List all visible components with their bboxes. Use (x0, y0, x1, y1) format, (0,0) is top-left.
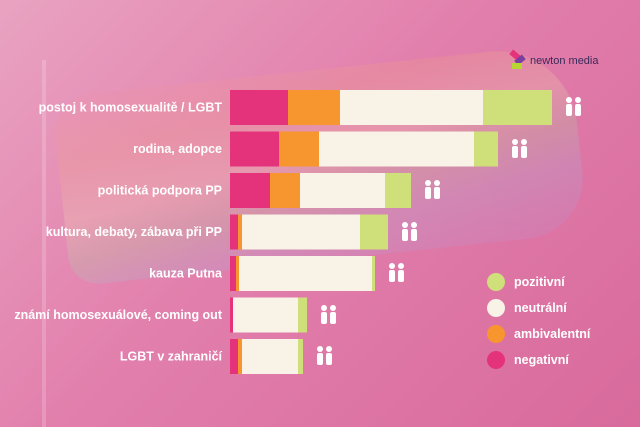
chart-legend: pozitivní neutrální ambivalentní negativ… (487, 270, 590, 374)
person-portrait-icon (383, 260, 409, 286)
category-label: politická podpora PP (98, 184, 222, 198)
legend-item-ambivalentni: ambivalentní (487, 322, 590, 346)
bar-segment-pozitivní (385, 173, 411, 208)
flag-pole (42, 60, 46, 427)
category-label: kauza Putna (149, 267, 223, 281)
newton-media-logo: newton media (509, 49, 599, 70)
logo-text: newton media (530, 55, 599, 67)
globe-person-icon (311, 343, 337, 369)
bar-segment-neutrální (300, 173, 385, 208)
bar-segment-pozitivní (298, 297, 307, 333)
category-label: kultura, debaty, zábava při PP (46, 225, 222, 239)
bar-segment-negativní (230, 131, 279, 167)
megaphone-person-icon (315, 302, 341, 328)
legend-item-pozitivni: pozitivní (487, 270, 590, 294)
couple-icon (560, 94, 586, 120)
legend-swatch-pozitivni (487, 273, 505, 291)
bar-segment-ambivalentní (270, 173, 300, 208)
bar-segment-neutrální (239, 256, 372, 291)
legend-label-ambivalentni: ambivalentní (514, 327, 591, 341)
bar-segment-ambivalentní (238, 339, 242, 374)
bar-segment-neutrální (340, 90, 483, 125)
bar-segment-ambivalentní (288, 90, 340, 125)
bar-segment-neutrální (242, 339, 298, 374)
family-icon (506, 136, 532, 162)
bar-segment-pozitivní (298, 339, 303, 374)
category-label: známí homosexuálové, coming out (14, 308, 223, 322)
bar-segment-negativní (230, 297, 233, 333)
newton-logo-mark-icon (509, 49, 526, 70)
bar-segment-pozitivní (372, 256, 375, 291)
bar-segment-neutrální (233, 297, 298, 333)
bar-segment-neutrální (319, 131, 474, 167)
legend-item-negativni: negativní (487, 348, 590, 372)
bar-segment-pozitivní (360, 214, 388, 250)
legend-item-neutralni: neutrální (487, 296, 590, 320)
category-label: postoj k homosexualitě / LGBT (39, 101, 223, 115)
legend-label-neutralni: neutrální (514, 301, 567, 315)
legend-swatch-ambivalentni (487, 325, 505, 343)
bar-segment-negativní (230, 90, 288, 125)
bar-segment-negativní (230, 173, 270, 208)
bar-segment-negativní (230, 339, 238, 374)
bar-segment-pozitivní (474, 131, 498, 167)
bar-segment-negativní (230, 214, 238, 250)
category-label: LGBT v zahraničí (120, 350, 223, 364)
bar-segment-ambivalentní (279, 131, 319, 167)
legend-swatch-negativni (487, 351, 505, 369)
bar-segment-pozitivní (483, 90, 552, 125)
protest-signs-icon (419, 177, 445, 203)
bar-segment-negativní (230, 256, 236, 291)
legend-label-pozitivni: pozitivní (514, 275, 565, 289)
music-speaker-icon (396, 219, 422, 245)
legend-label-negativni: negativní (514, 353, 569, 367)
bar-segment-ambivalentní (238, 214, 242, 250)
bar-segment-ambivalentní (236, 256, 239, 291)
legend-swatch-neutralni (487, 299, 505, 317)
bar-segment-neutrální (242, 214, 360, 250)
category-label: rodina, adopce (133, 142, 222, 156)
